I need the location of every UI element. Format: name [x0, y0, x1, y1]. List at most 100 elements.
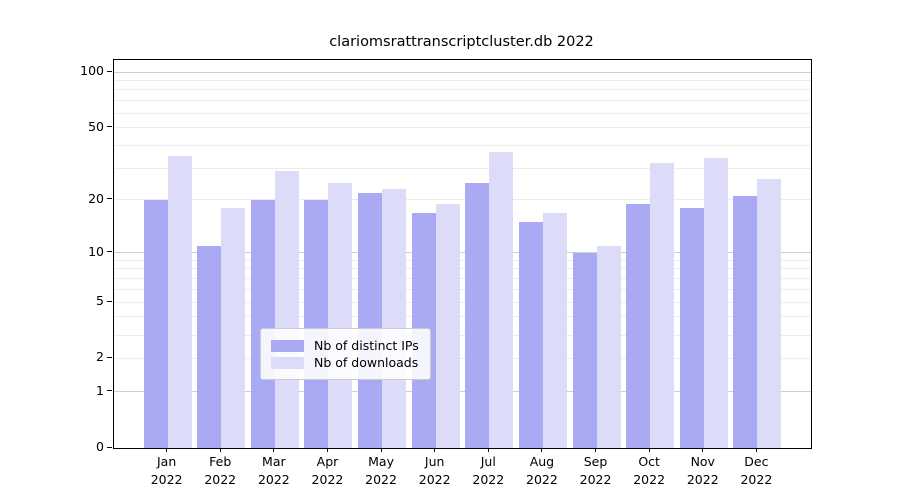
gridline-minor	[114, 268, 811, 270]
gridline-minor	[114, 259, 811, 261]
x-tick-label: Jan 2022	[135, 453, 199, 489]
gridline-minor	[114, 278, 811, 280]
x-label-year: 2022	[150, 472, 183, 487]
y-tick-label: 20	[88, 190, 104, 206]
x-tick-label: Apr 2022	[295, 453, 359, 489]
legend-item-distinct-ips: Nb of distinct IPs	[271, 338, 419, 353]
gridline-minor	[114, 100, 811, 102]
x-label-year: 2022	[579, 472, 612, 487]
x-tick-mark	[487, 448, 489, 452]
bar-distinct-ips	[304, 199, 329, 448]
gridline-minor	[114, 89, 811, 91]
bar-downloads	[274, 170, 299, 448]
x-label-month: Jan	[156, 454, 177, 469]
x-label-month: Feb	[209, 454, 232, 469]
x-label-year: 2022	[204, 472, 237, 487]
y-tick-label: 0	[96, 439, 104, 454]
x-tick-label: Oct 2022	[617, 453, 681, 489]
bar-downloads	[703, 158, 728, 448]
y-tick-mark	[107, 446, 112, 448]
gridline-minor	[114, 112, 811, 114]
x-tick-label: Dec 2022	[724, 453, 788, 489]
y-tick-mark	[107, 70, 112, 72]
x-tick-mark	[166, 448, 168, 452]
gridline-minor	[114, 127, 811, 129]
gridline-minor	[114, 334, 811, 336]
x-tick-mark	[273, 448, 275, 452]
bar-distinct-ips	[465, 182, 490, 448]
bar-downloads	[650, 163, 675, 448]
bar-downloads	[382, 189, 407, 448]
legend-item-downloads: Nb of downloads	[271, 355, 419, 370]
x-label-year: 2022	[633, 472, 666, 487]
y-tick-label: 50	[88, 118, 104, 134]
legend-label-downloads: Nb of downloads	[314, 355, 419, 370]
x-tick-label: Sep 2022	[564, 453, 628, 489]
x-tick-mark	[434, 448, 436, 452]
gridline-minor	[114, 357, 811, 359]
gridline-major	[114, 71, 811, 73]
x-tick-mark	[219, 448, 221, 452]
x-label-month: May	[368, 454, 394, 469]
bar-distinct-ips	[679, 208, 704, 448]
x-tick-mark	[595, 448, 597, 452]
gridline-minor	[114, 79, 811, 81]
bar-distinct-ips	[197, 245, 222, 448]
legend-swatch-distinct-ips	[271, 339, 304, 352]
bar-distinct-ips	[250, 199, 275, 448]
x-tick-mark	[380, 448, 382, 452]
bar-downloads	[167, 156, 192, 448]
bar-downloads	[435, 203, 460, 448]
gridline-minor	[114, 144, 811, 146]
y-tick-label: 1	[96, 382, 104, 398]
y-tick-label: 10	[88, 243, 104, 259]
plot-area	[113, 59, 812, 449]
x-label-month: Apr	[316, 454, 339, 469]
y-tick-label: 100	[80, 63, 104, 78]
chart-title: clariomsrattranscriptcluster.db 2022	[329, 34, 594, 50]
gridline-minor	[114, 167, 811, 169]
x-label-month: Aug	[529, 454, 555, 469]
x-tick-mark	[541, 448, 543, 452]
gridline-minor	[114, 316, 811, 318]
x-tick-label: Feb 2022	[188, 453, 252, 489]
legend: Nb of distinct IPs Nb of downloads	[260, 328, 431, 380]
y-tick-label: 5	[96, 293, 104, 309]
x-tick-mark	[755, 448, 757, 452]
x-label-month: Nov	[690, 454, 715, 469]
gridline-minor	[114, 199, 811, 201]
bar-distinct-ips	[572, 252, 597, 448]
y-tick-mark	[107, 356, 112, 358]
x-label-month: Dec	[744, 454, 769, 469]
bar-distinct-ips	[626, 203, 651, 448]
bar-downloads	[221, 208, 246, 448]
y-tick-mark	[107, 390, 112, 392]
x-tick-mark	[702, 448, 704, 452]
legend-label-distinct-ips: Nb of distinct IPs	[314, 338, 419, 353]
gridline-major	[114, 252, 811, 254]
x-tick-label: May 2022	[349, 453, 413, 489]
gridline-minor	[114, 301, 811, 303]
x-tick-label: Nov 2022	[671, 453, 735, 489]
y-tick-mark	[107, 300, 112, 302]
x-label-year: 2022	[686, 472, 719, 487]
gridline-major	[114, 391, 811, 393]
y-tick-mark	[107, 198, 112, 200]
x-label-year: 2022	[257, 472, 290, 487]
bar-distinct-ips	[358, 192, 383, 448]
bar-distinct-ips	[518, 222, 543, 448]
x-label-month: Jul	[480, 454, 496, 469]
y-tick-mark	[107, 251, 112, 253]
x-label-year: 2022	[526, 472, 558, 487]
y-tick-label: 2	[96, 349, 104, 365]
bar-distinct-ips	[733, 196, 758, 448]
x-label-year: 2022	[311, 472, 344, 487]
bar-downloads	[328, 182, 353, 448]
x-label-month: Jun	[424, 454, 445, 469]
x-tick-label: Jun 2022	[403, 453, 467, 489]
gridline-minor	[114, 288, 811, 290]
bar-downloads	[542, 212, 567, 448]
bar-distinct-ips	[143, 199, 168, 448]
x-tick-label: Jul 2022	[456, 453, 520, 489]
